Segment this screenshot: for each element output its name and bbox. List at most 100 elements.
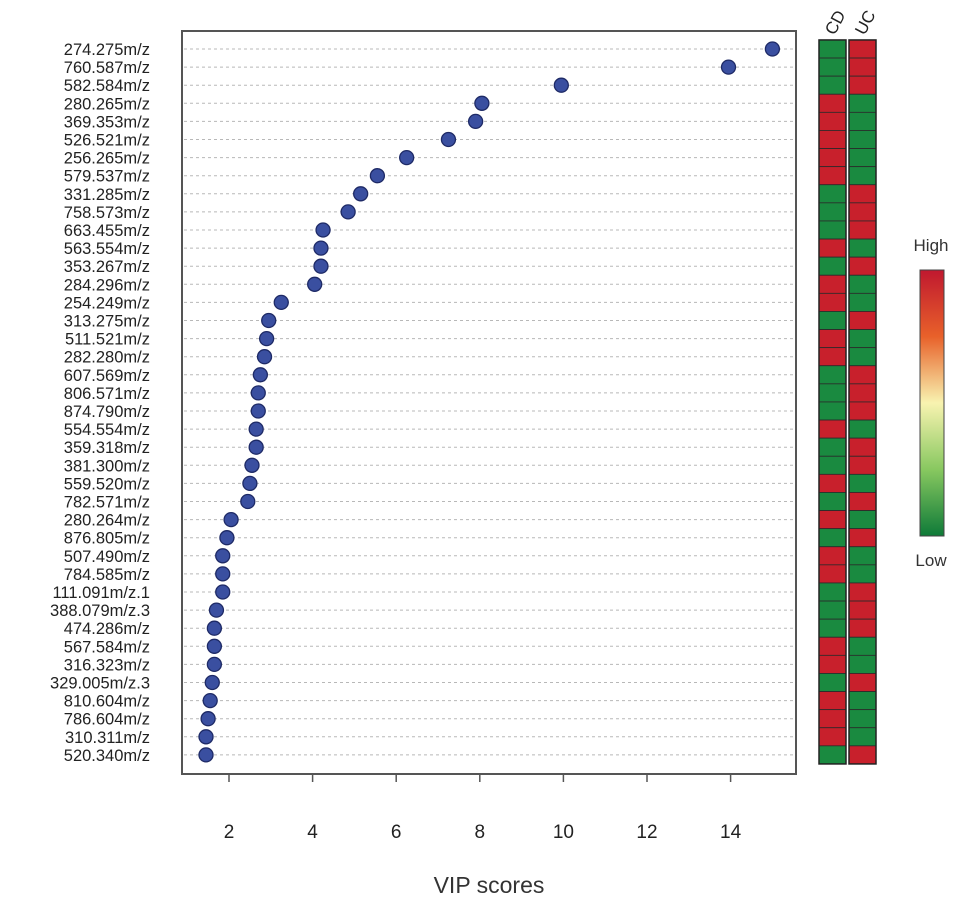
vip-point [244,457,260,473]
x-tick-label: 4 [307,822,318,843]
feature-label: 782.571m/z [64,494,150,512]
feature-label: 254.249m/z [64,294,150,312]
heatmap-cell-uc [848,455,877,475]
heatmap-cell-cd [818,600,847,620]
vip-point [440,131,457,148]
heatmap-cell-uc [848,329,877,349]
feature-label: 874.790m/z [64,403,150,421]
heatmap-cell-uc [848,184,877,204]
heatmap-cell-uc [848,691,877,711]
feature-label: 507.490m/z [64,548,150,566]
heatmap-cell-uc [848,166,877,186]
heatmap-cell-cd [818,148,847,168]
heatmap-cell-cd [818,618,847,638]
feature-label: 786.604m/z [64,711,150,729]
vip-point [248,439,264,455]
vip-point [215,566,231,582]
vip-point [206,620,223,636]
vip-point [223,511,239,528]
heatmap-cell-cd [818,437,847,457]
heatmap-cell-cd [818,582,847,602]
vip-point [252,367,269,383]
feature-label: 274.275m/z [64,41,150,59]
heatmap-cell-cd [818,636,847,656]
feature-label: 567.584m/z [64,638,150,656]
heatmap-cell-cd [818,564,847,584]
vip-point [398,149,415,166]
vip-point [248,421,264,437]
vip-point [204,674,220,691]
x-tick-label: 14 [720,822,742,843]
heatmap-cell-uc [848,347,877,367]
heatmap-cell-cd [818,365,847,385]
vip-point [313,240,329,256]
feature-labels: 274.275m/z760.587m/z582.584m/z280.265m/z… [50,41,150,765]
x-tick-label: 6 [391,822,402,843]
heatmap-cell-cd [818,691,847,711]
vip-point [240,493,256,510]
colorbar-low-label: Low [915,551,947,570]
heatmap-cell-uc [848,473,877,493]
vip-points [198,41,781,763]
heatmap-cell-uc [848,654,877,674]
vip-point [242,475,258,492]
heatmap-cell-uc [848,292,877,312]
heatmap-cell-cd [818,238,847,258]
heatmap-cell-cd [818,473,847,493]
heatmap-cell-cd [818,419,847,439]
heatmap-cell-uc [848,582,877,602]
heatmap-cell-cd [818,93,847,113]
vip-point [273,294,289,311]
heatmap-cell-cd [818,528,847,548]
heatmap-cell-cd [818,546,847,566]
x-tick-label: 12 [636,822,657,843]
vip-point [206,638,223,654]
heatmap-cell-uc [848,256,877,276]
heatmap-cell-uc [848,636,877,656]
feature-label: 784.585m/z [64,566,150,584]
vip-point [215,548,231,564]
feature-label: 310.311m/z [65,729,150,747]
heatmap-cell-cd [818,220,847,240]
heatmap-cell-uc [848,148,877,168]
heatmap-cell-cd [818,727,847,747]
x-tick-label: 8 [475,822,486,843]
vip-point [206,656,223,673]
heatmap-cell-uc [848,365,877,385]
vip-point [340,204,356,220]
heatmap-cell-uc [848,75,877,95]
heatmap-cell-cd [818,510,847,530]
heatmap-cell-uc [848,111,877,131]
vip-point [219,530,235,546]
vip-point [353,186,369,202]
heatmap-cell-uc [848,57,877,77]
feature-label: 282.280m/z [64,349,150,367]
heatmap-cell-cd [818,673,847,692]
plot-frame [181,30,797,775]
heatmap-cell-cd [818,455,847,475]
heatmap-cell-cd [818,401,847,421]
vip-point [720,59,737,75]
heatmap-cell-uc [848,130,877,149]
heatmap-cell-uc [848,727,877,747]
vip-point [202,692,218,709]
heatmap-cell-uc [848,618,877,638]
vip-point [250,385,266,401]
feature-label: 474.286m/z [64,620,150,638]
heatmap-cell-uc [848,93,877,113]
x-tick-label: 10 [553,822,574,843]
heatmap-cell-uc [848,673,877,692]
vip-point [315,222,331,238]
heatmap-cell-cd [818,166,847,186]
vip-point [200,711,216,727]
feature-label: 563.554m/z [64,240,150,258]
vip-point [313,258,329,274]
heatmap-cell-cd [818,745,847,765]
heatmap-cell-uc [848,564,877,584]
heatmap-cell-uc [848,39,877,59]
heatmap-cell-uc [848,401,877,421]
heatmap-cell-cd [818,329,847,349]
heatmap-cell-cd [818,292,847,312]
colorbar-gradient [919,269,945,537]
